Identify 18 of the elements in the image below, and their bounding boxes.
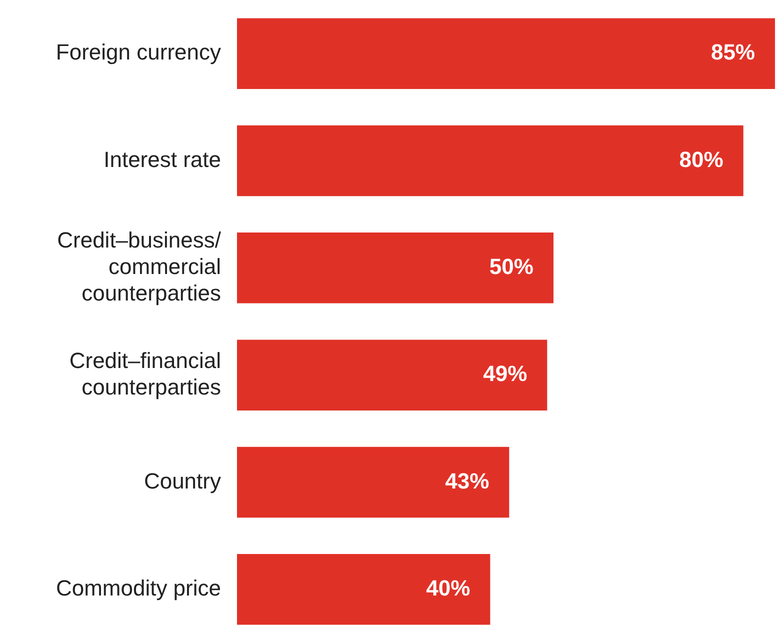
data-label: 49%	[483, 361, 528, 386]
y-tick-label: Credit–financial counterparties	[69, 348, 221, 400]
data-label: 85%	[710, 40, 755, 65]
y-tick-label: Credit–business/ commercial counterparties	[57, 228, 222, 306]
data-label: 80%	[679, 146, 724, 172]
data-label: 40%	[426, 575, 470, 600]
bar	[237, 554, 490, 625]
data-label: 43%	[445, 468, 490, 494]
y-tick-label: Commodity price	[56, 575, 221, 600]
bar	[237, 446, 510, 518]
bar	[237, 232, 554, 304]
data-label: 50%	[489, 254, 534, 279]
y-tick-label: Interest rate	[104, 146, 221, 172]
bar	[237, 340, 548, 410]
bar	[237, 18, 775, 89]
y-tick-label: Foreign currency	[56, 40, 221, 65]
bar	[237, 125, 744, 196]
y-tick-label: Country	[144, 468, 221, 494]
